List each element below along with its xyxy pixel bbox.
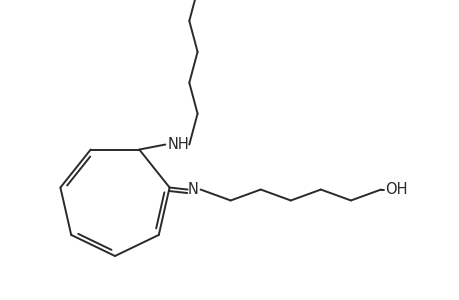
Text: OH: OH [384, 182, 407, 197]
Text: N: N [187, 182, 198, 197]
Text: NH: NH [167, 137, 189, 152]
